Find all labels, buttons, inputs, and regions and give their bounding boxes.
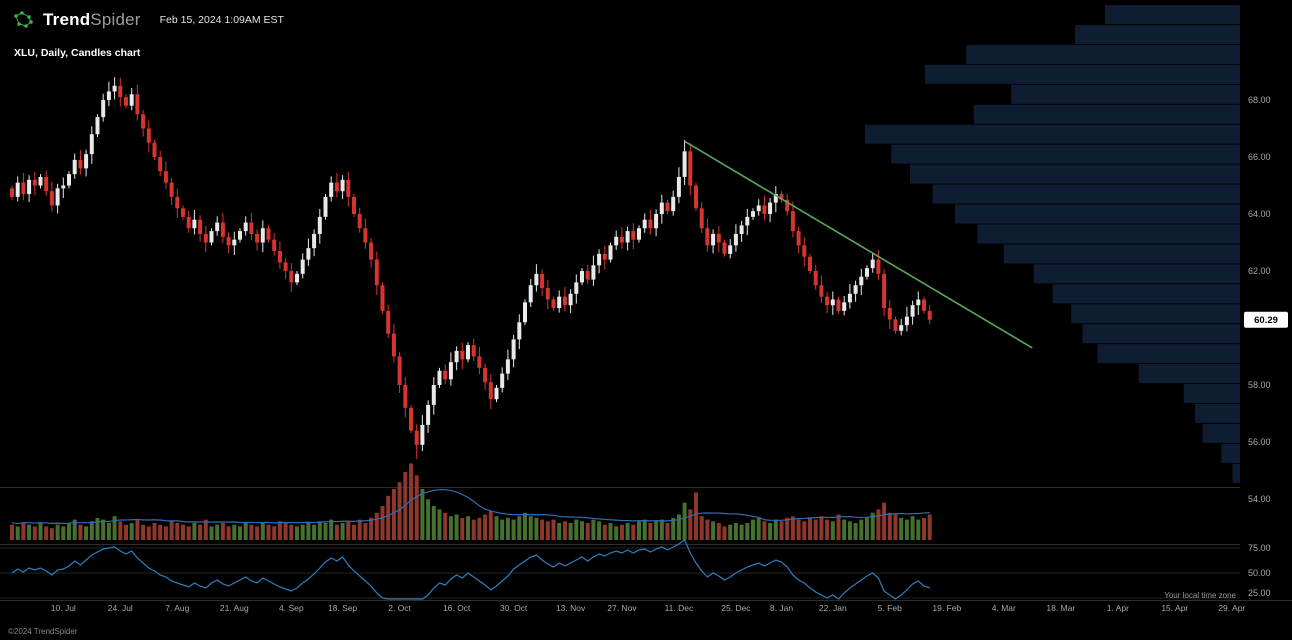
svg-text:5. Feb: 5. Feb [878,603,902,613]
trendline[interactable] [684,140,1033,349]
svg-text:15. Apr: 15. Apr [1161,603,1188,613]
svg-text:62.00: 62.00 [1248,266,1271,276]
svg-text:2. Oct: 2. Oct [388,603,411,613]
svg-text:25.00: 25.00 [1248,588,1271,598]
brand-spider: Spider [90,10,141,29]
svg-text:68.00: 68.00 [1248,95,1271,105]
svg-text:11. Dec: 11. Dec [665,603,694,613]
svg-text:1. Apr: 1. Apr [1107,603,1129,613]
brand-wordmark[interactable]: TrendSpider [43,10,141,30]
svg-text:18. Mar: 18. Mar [1046,603,1075,613]
volume-ma-line [11,489,930,525]
svg-text:22. Jan: 22. Jan [819,603,847,613]
svg-text:18. Sep: 18. Sep [328,603,358,613]
svg-text:30. Oct: 30. Oct [500,603,528,613]
svg-text:21. Aug: 21. Aug [220,603,249,613]
svg-text:56.00: 56.00 [1248,437,1271,447]
svg-text:4. Mar: 4. Mar [992,603,1016,613]
svg-text:54.00: 54.00 [1248,494,1271,504]
chart-timestamp: Feb 15, 2024 1:09AM EST [159,14,284,26]
trendspider-logo-icon[interactable] [12,9,34,31]
svg-text:4. Sep: 4. Sep [279,603,304,613]
grid-lines [0,487,1292,601]
brand-trend: Trend [43,10,91,29]
svg-text:60.29: 60.29 [1254,315,1278,326]
copyright: ©2024 TrendSpider [8,627,78,636]
price-axis[interactable]: 68.00 66.00 64.00 62.00 58.00 56.00 54.00 75.00… [1248,95,1271,598]
svg-text:50.00: 50.00 [1248,568,1271,578]
svg-text:24. Jul: 24. Jul [108,603,133,613]
svg-text:10. Jul: 10. Jul [51,603,76,613]
time-axis[interactable]: 10. Jul 24. Jul 7. Aug 21. Aug 4. Sep 18. Sep… [51,603,1246,613]
candles-layer [10,77,932,460]
volume-layer [10,463,932,540]
top-bar: TrendSpider Feb 15, 2024 1:09AM EST [0,0,284,40]
svg-text:66.00: 66.00 [1248,152,1271,162]
svg-text:25. Dec: 25. Dec [721,603,751,613]
timezone-note[interactable]: Your local time zone [1164,591,1236,600]
svg-text:13. Nov: 13. Nov [556,603,586,613]
svg-text:16. Oct: 16. Oct [443,603,471,613]
svg-text:19. Feb: 19. Feb [932,603,961,613]
svg-text:27. Nov: 27. Nov [607,603,637,613]
svg-text:7. Aug: 7. Aug [165,603,189,613]
svg-text:64.00: 64.00 [1248,209,1271,219]
svg-text:75.00: 75.00 [1248,543,1271,553]
oscillator-layer [11,539,930,600]
svg-text:8. Jan: 8. Jan [770,603,793,613]
volume-profile [865,5,1240,483]
svg-text:58.00: 58.00 [1248,380,1271,390]
svg-text:29. Apr: 29. Apr [1218,603,1245,613]
last-price-badge: 60.29 [1244,311,1288,328]
symbol-title: XLU, Daily, Candles chart [14,47,141,59]
